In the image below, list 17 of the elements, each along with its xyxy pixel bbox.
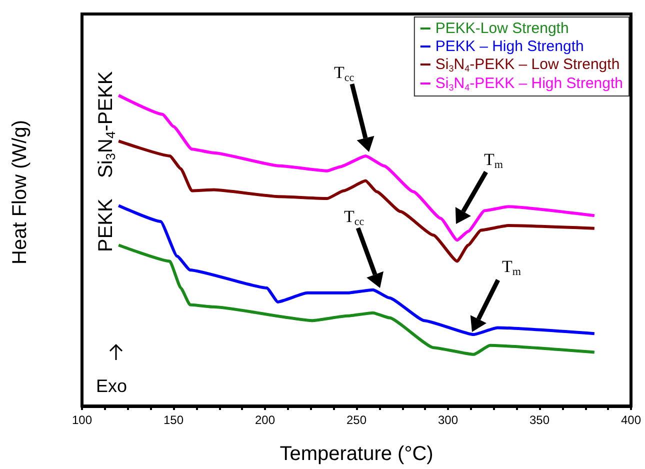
- annotation: T$_{cc}$: [344, 207, 364, 228]
- annotation: PEKK: [95, 198, 117, 252]
- x-axis-title: Temperature (°C): [280, 443, 434, 465]
- annotation: Exo: [96, 376, 128, 396]
- y-axis-title: Heat Flow (W/g): [9, 120, 31, 264]
- annotation: T$_{m}$: [484, 150, 504, 171]
- annotation: T$_{m}$: [502, 257, 522, 278]
- x-tick-label: 350: [529, 413, 550, 427]
- x-tick-label: 300: [438, 413, 458, 427]
- legend-label: PEKK-Low Strength: [435, 20, 569, 37]
- legend-label: PEKK – High Strength: [435, 38, 584, 55]
- x-tick-label: 100: [72, 413, 92, 427]
- text: T$_{cc}$: [334, 63, 354, 84]
- x-tick-label: 150: [163, 413, 184, 427]
- x-tick-label: 250: [346, 413, 367, 427]
- x-tick-label: 200: [254, 413, 276, 427]
- x-tick-label: 400: [620, 413, 642, 427]
